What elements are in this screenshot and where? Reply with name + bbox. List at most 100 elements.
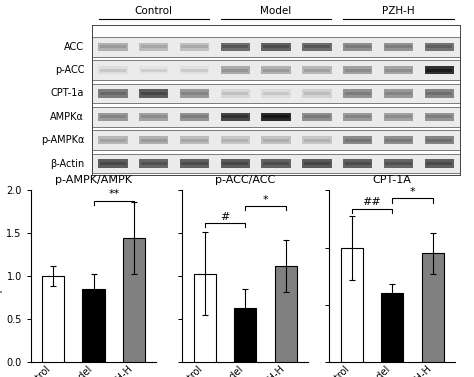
Bar [302, 66, 332, 74]
Bar [182, 69, 208, 72]
Bar [98, 89, 128, 98]
Bar [384, 113, 413, 121]
Text: CPT-1a: CPT-1a [51, 89, 84, 98]
Bar [180, 66, 209, 74]
Text: Control: Control [135, 6, 173, 16]
Bar [384, 43, 413, 51]
Bar [385, 69, 411, 72]
Text: ##: ## [363, 198, 382, 207]
Bar [343, 66, 373, 74]
Bar [426, 115, 452, 118]
Bar [261, 66, 291, 74]
Bar [100, 115, 126, 118]
Bar [220, 89, 250, 98]
Bar [100, 69, 126, 72]
Bar [385, 92, 411, 95]
Bar [261, 159, 291, 168]
Bar [100, 45, 126, 48]
Bar [261, 113, 291, 121]
Bar [98, 43, 128, 51]
Bar [302, 89, 332, 98]
Bar [220, 159, 250, 168]
Bar [385, 162, 411, 165]
Bar [426, 162, 452, 165]
Bar [343, 136, 373, 144]
Bar [139, 66, 168, 74]
Bar [220, 43, 250, 51]
Bar [381, 293, 403, 362]
Title: CPT-1A: CPT-1A [373, 175, 412, 185]
Bar [180, 136, 209, 144]
Text: β-Actin: β-Actin [50, 159, 84, 169]
Bar [139, 113, 168, 121]
Bar [123, 238, 145, 362]
Bar [92, 37, 460, 57]
Bar [194, 274, 216, 362]
Bar [304, 115, 330, 118]
Text: #: # [220, 212, 230, 222]
Bar [139, 136, 168, 144]
Bar [345, 45, 371, 48]
Text: p-AMPKα: p-AMPKα [41, 135, 84, 145]
Bar [180, 159, 209, 168]
Bar [182, 92, 208, 95]
Bar [222, 162, 248, 165]
Bar [92, 130, 460, 150]
Bar [82, 289, 105, 362]
Title: p-AMPK/AMPK: p-AMPK/AMPK [55, 175, 132, 185]
Y-axis label: Relative protein
expression: Relative protein expression [0, 238, 2, 315]
Bar [222, 139, 248, 142]
Bar [302, 136, 332, 144]
Bar [345, 115, 371, 118]
Bar [425, 159, 454, 168]
Bar [343, 43, 373, 51]
Bar [263, 92, 289, 95]
Bar [426, 69, 452, 72]
Bar [220, 113, 250, 121]
Bar [263, 139, 289, 142]
Bar [261, 136, 291, 144]
Bar [220, 66, 250, 74]
Bar [384, 136, 413, 144]
Bar [385, 139, 411, 142]
Bar [100, 162, 126, 165]
Bar [343, 89, 373, 98]
Bar [263, 45, 289, 48]
Bar [98, 159, 128, 168]
Bar [302, 113, 332, 121]
Text: **: ** [108, 189, 119, 199]
Bar [341, 248, 363, 362]
Bar [180, 89, 209, 98]
Bar [426, 45, 452, 48]
Text: ACC: ACC [64, 42, 84, 52]
Bar [139, 89, 168, 98]
Bar [263, 69, 289, 72]
Bar [222, 69, 248, 72]
Bar [141, 92, 167, 95]
Text: *: * [410, 187, 415, 197]
Bar [345, 69, 371, 72]
Bar [304, 69, 330, 72]
Bar [141, 45, 167, 48]
Bar [302, 43, 332, 51]
Text: p-ACC: p-ACC [55, 65, 84, 75]
Bar [182, 115, 208, 118]
Bar [384, 89, 413, 98]
Bar [92, 60, 460, 80]
Bar [425, 136, 454, 144]
Bar [92, 84, 460, 103]
Bar [343, 113, 373, 121]
Bar [384, 66, 413, 74]
Bar [304, 139, 330, 142]
Bar [139, 43, 168, 51]
Bar [426, 139, 452, 142]
Bar [222, 92, 248, 95]
Bar [180, 113, 209, 121]
Bar [100, 92, 126, 95]
Bar [100, 139, 126, 142]
Bar [304, 92, 330, 95]
Bar [222, 45, 248, 48]
Bar [92, 154, 460, 173]
Bar [182, 139, 208, 142]
Bar [426, 92, 452, 95]
